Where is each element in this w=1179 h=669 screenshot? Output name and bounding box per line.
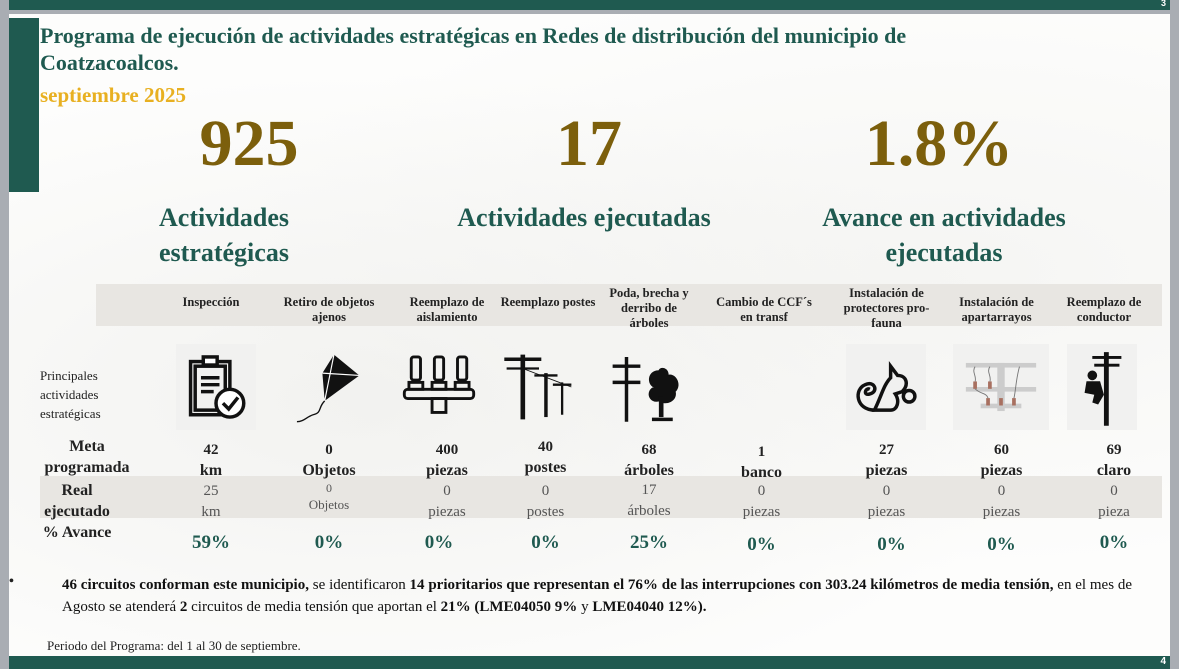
meta-cell: 400 piezas — [426, 442, 468, 479]
circuits-note: 46 circuitos conforman este municipio, s… — [62, 577, 1132, 615]
real-cell: 0 piezas — [982, 483, 1021, 520]
bullet-marker: • — [9, 574, 14, 589]
month-label: septiembre 2025 — [40, 83, 187, 107]
page-number-top: 3 — [1160, 0, 1166, 8]
meta-cell: 1 banco — [741, 444, 782, 481]
slide: Programa de ejecución de actividades est… — [9, 14, 1170, 656]
side-accent — [9, 18, 39, 192]
col-head-postes: Reemplazo postes — [500, 295, 596, 309]
row-label-activities: Principales actividades estratégicas — [40, 368, 101, 421]
kite-icon — [287, 344, 367, 430]
insulator-icon — [399, 344, 479, 430]
pct-cell: 0% — [424, 532, 454, 553]
col-head-aislamiento: Reemplazo de aislamiento — [409, 295, 485, 324]
real-cell: 0 piezas — [742, 483, 781, 520]
meta-cell: 0 Objetos — [302, 442, 356, 479]
kpi-executed-value: 17 — [556, 107, 622, 180]
kpi-progress-label: Avance en actividades ejecutadas — [822, 203, 1066, 267]
pct-cell: 0% — [747, 534, 776, 555]
page-number-bottom: 4 — [1160, 656, 1166, 667]
program-period: Periodo del Programa: del 1 al 30 de sep… — [47, 638, 301, 653]
meta-cell: 68 árboles — [624, 442, 674, 479]
real-row-band — [40, 476, 1162, 518]
meta-cell: 42 km — [199, 442, 223, 479]
pct-cell: 0% — [987, 534, 1016, 555]
real-cell: 0 postes — [526, 483, 565, 520]
bottom-bar: 4 — [9, 656, 1170, 669]
col-head-conductor: Reemplazo de conductor — [1066, 295, 1142, 324]
meta-cell: 27 piezas — [865, 442, 908, 479]
kpi-total-value: 925 — [199, 107, 299, 180]
col-head-inspeccion: Inspección — [182, 295, 240, 309]
kpi-progress-value: 1.8% — [864, 107, 1014, 180]
pct-cell: 0% — [314, 532, 344, 553]
real-cell: 0 piezas — [867, 483, 906, 520]
row-label-real: Real ejecutado — [44, 482, 110, 520]
pct-cell: 25% — [630, 532, 668, 553]
real-cell: 17 árboles — [627, 482, 671, 519]
row-label-pct: % Avance — [42, 524, 112, 541]
col-head-apartarrayos: Instalación de apartarrayos — [959, 295, 1034, 324]
page-title: Programa de ejecución de actividades est… — [40, 23, 907, 75]
meta-cell: 69 claro — [1096, 442, 1132, 479]
meta-cell: 40 postes — [524, 439, 567, 476]
row-label-meta: Meta programada — [44, 438, 130, 476]
clipboard-check-icon — [176, 344, 256, 430]
meta-cell: 60 piezas — [980, 442, 1023, 479]
pct-cell: 0% — [877, 534, 906, 555]
real-cell: 0 Objetos — [308, 481, 350, 512]
pct-cell: 59% — [192, 532, 230, 553]
col-head-profauna: Instalación de protectores pro-fauna — [843, 286, 930, 330]
squirrel-icon — [846, 344, 926, 430]
lineman-pole-icon — [1067, 344, 1137, 430]
col-head-retiro: Retiro de objetos ajenos — [283, 295, 375, 324]
real-cell: 0 piezas — [428, 483, 466, 520]
surge-arrester-icon — [953, 344, 1049, 430]
top-bar: 3 — [9, 0, 1170, 10]
table-header-band — [96, 284, 1162, 326]
col-head-poda: Poda, brecha y derribo de árboles — [609, 286, 689, 330]
real-cell: 25 km — [201, 483, 221, 520]
pct-cell: 0% — [1099, 532, 1129, 553]
pole-tree-icon — [605, 344, 685, 430]
real-cell: 0 pieza — [1098, 483, 1130, 520]
utility-poles-icon — [499, 344, 579, 430]
kpi-total-label: Actividades estratégicas — [159, 203, 289, 267]
pct-cell: 0% — [531, 532, 560, 553]
col-head-ccf: Cambio de CCF´s en transf — [716, 295, 812, 324]
kpi-executed-label: Actividades ejecutadas — [457, 203, 711, 232]
